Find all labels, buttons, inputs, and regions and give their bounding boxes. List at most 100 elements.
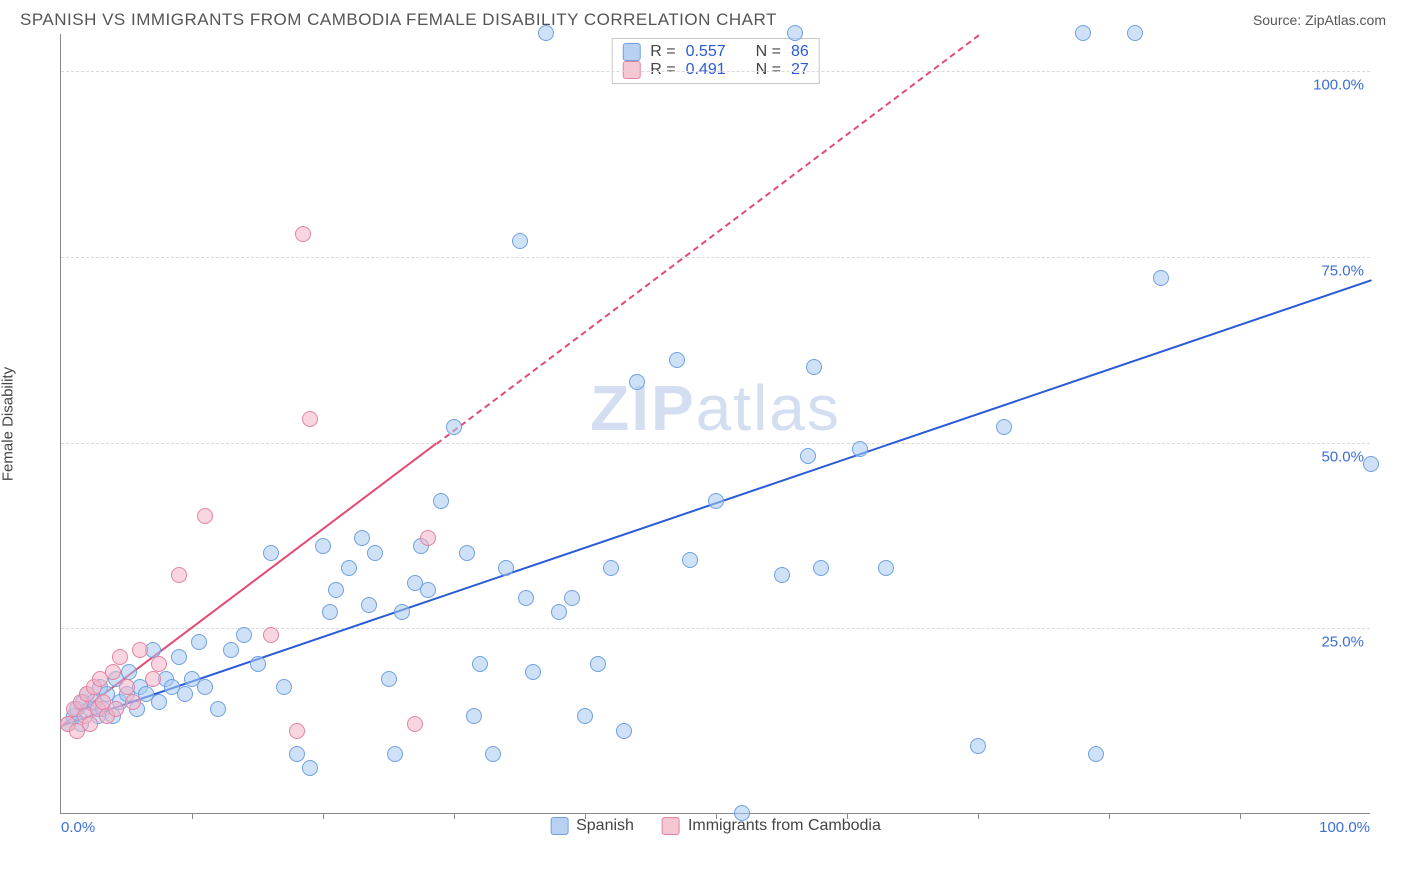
data-point-spanish xyxy=(551,604,567,620)
data-point-spanish xyxy=(171,649,187,665)
data-point-spanish xyxy=(387,746,403,762)
data-point-spanish xyxy=(1153,270,1169,286)
source-name: ZipAtlas.com xyxy=(1305,12,1386,28)
data-point-spanish xyxy=(970,738,986,754)
data-point-spanish xyxy=(629,374,645,390)
data-point-spanish xyxy=(328,582,344,598)
legend-series-label: Immigrants from Cambodia xyxy=(688,817,881,835)
x-axis-tick xyxy=(716,813,717,819)
data-point-cambodia xyxy=(295,226,311,242)
data-point-spanish xyxy=(498,560,514,576)
data-point-spanish xyxy=(590,656,606,672)
data-point-spanish xyxy=(459,545,475,561)
x-axis-tick xyxy=(454,813,455,819)
source-attribution: Source: ZipAtlas.com xyxy=(1253,12,1386,28)
legend-swatch xyxy=(622,61,640,79)
data-point-cambodia xyxy=(263,627,279,643)
gridline xyxy=(61,443,1370,444)
data-point-spanish xyxy=(564,590,580,606)
data-point-spanish xyxy=(669,352,685,368)
scatter-plot: ZIPatlas R =0.557N =86R =0.491N =27 Span… xyxy=(60,34,1370,814)
data-point-spanish xyxy=(800,448,816,464)
data-point-spanish xyxy=(1075,25,1091,41)
data-point-spanish xyxy=(177,686,193,702)
data-point-cambodia xyxy=(105,664,121,680)
data-point-spanish xyxy=(341,560,357,576)
y-axis-tick-label: 75.0% xyxy=(1321,262,1364,279)
watermark: ZIPatlas xyxy=(590,371,841,445)
chart-header: SPANISH VS IMMIGRANTS FROM CAMBODIA FEMA… xyxy=(0,0,1406,34)
data-point-spanish xyxy=(878,560,894,576)
y-axis-tick-label: 100.0% xyxy=(1313,77,1364,94)
data-point-spanish xyxy=(289,746,305,762)
legend-correlation: R = 0.557 N = 86R = 0.491 N = 27 xyxy=(611,38,820,84)
data-point-spanish xyxy=(394,604,410,620)
data-point-spanish xyxy=(322,604,338,620)
data-point-spanish xyxy=(538,25,554,41)
data-point-cambodia xyxy=(151,656,167,672)
data-point-spanish xyxy=(276,679,292,695)
legend-n-value: 27 xyxy=(791,61,809,79)
legend-n-label: N = xyxy=(756,43,781,61)
data-point-spanish xyxy=(774,567,790,583)
data-point-spanish xyxy=(996,419,1012,435)
watermark-light: atlas xyxy=(696,372,841,444)
legend-series-item: Spanish xyxy=(550,817,634,835)
x-axis-tick xyxy=(1109,813,1110,819)
data-point-cambodia xyxy=(82,716,98,732)
legend-swatch xyxy=(622,43,640,61)
x-axis-tick xyxy=(323,813,324,819)
y-axis-label: Female Disability xyxy=(0,367,17,481)
data-point-spanish xyxy=(577,708,593,724)
gridline xyxy=(61,71,1370,72)
data-point-spanish xyxy=(787,25,803,41)
data-point-spanish xyxy=(191,634,207,650)
data-point-spanish xyxy=(446,419,462,435)
legend-swatch xyxy=(662,817,680,835)
data-point-spanish xyxy=(616,723,632,739)
data-point-spanish xyxy=(852,441,868,457)
data-point-spanish xyxy=(223,642,239,658)
legend-r-value: 0.557 xyxy=(686,43,726,61)
legend-r-label: R = xyxy=(650,43,675,61)
data-point-spanish xyxy=(250,656,266,672)
data-point-spanish xyxy=(1088,746,1104,762)
chart-title: SPANISH VS IMMIGRANTS FROM CAMBODIA FEMA… xyxy=(20,10,777,30)
legend-correlation-row: R = 0.557 N = 86 xyxy=(622,43,809,61)
data-point-spanish xyxy=(381,671,397,687)
data-point-spanish xyxy=(354,530,370,546)
x-axis-tick xyxy=(192,813,193,819)
source-label: Source: xyxy=(1253,12,1301,28)
data-point-spanish xyxy=(708,493,724,509)
legend-n-value: 86 xyxy=(791,43,809,61)
data-point-spanish xyxy=(197,679,213,695)
data-point-cambodia xyxy=(119,679,135,695)
data-point-cambodia xyxy=(125,694,141,710)
data-point-cambodia xyxy=(145,671,161,687)
data-point-cambodia xyxy=(171,567,187,583)
data-point-spanish xyxy=(151,694,167,710)
chart-container: Female Disability ZIPatlas R =0.557N =86… xyxy=(20,34,1386,814)
legend-series: Spanish Immigrants from Cambodia xyxy=(550,817,881,835)
data-point-spanish xyxy=(466,708,482,724)
data-point-spanish xyxy=(682,552,698,568)
x-axis-tick xyxy=(978,813,979,819)
data-point-spanish xyxy=(512,233,528,249)
data-point-cambodia xyxy=(112,649,128,665)
data-point-cambodia xyxy=(132,642,148,658)
data-point-spanish xyxy=(236,627,252,643)
gridline xyxy=(61,628,1370,629)
data-point-spanish xyxy=(302,760,318,776)
data-point-spanish xyxy=(472,656,488,672)
data-point-cambodia xyxy=(302,411,318,427)
data-point-cambodia xyxy=(289,723,305,739)
legend-r-value: 0.491 xyxy=(686,61,726,79)
data-point-spanish xyxy=(210,701,226,717)
data-point-spanish xyxy=(361,597,377,613)
x-axis-tick xyxy=(1240,813,1241,819)
y-axis-tick-label: 25.0% xyxy=(1321,634,1364,651)
x-axis-tick-100: 100.0% xyxy=(1319,819,1370,836)
data-point-spanish xyxy=(367,545,383,561)
data-point-cambodia xyxy=(407,716,423,732)
data-point-spanish xyxy=(433,493,449,509)
